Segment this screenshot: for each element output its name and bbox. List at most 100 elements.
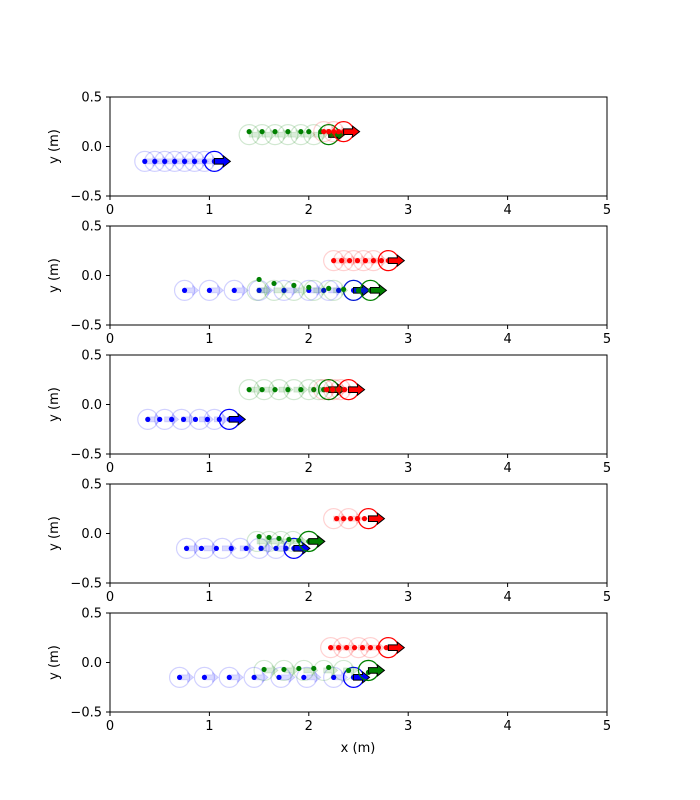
panels: 0 1 2 3 4 5 0.5 0.0 −0.5 y (m) 0 1 2 3 4 5 0.5 0.0 −0.5 y (… [47, 91, 611, 735]
x-tick-label: 3 [404, 203, 412, 218]
y-axis-label: y (m) [47, 129, 62, 164]
data-point [341, 387, 348, 393]
history-arrow [204, 542, 220, 555]
x-tick-label: 3 [404, 719, 412, 734]
series-green [238, 123, 346, 146]
x-tick-label: 5 [603, 590, 611, 605]
data-point [324, 387, 330, 393]
x-tick-label: 2 [305, 332, 313, 347]
x-tick-label: 2 [305, 203, 313, 218]
data-point [169, 416, 175, 422]
data-point [261, 666, 267, 673]
data-point [362, 258, 369, 264]
y-tick-label: 0.0 [81, 398, 102, 413]
data-point [367, 645, 374, 651]
data-point [272, 129, 278, 135]
x-tick-label: 2 [305, 719, 313, 734]
data-point [198, 545, 205, 551]
x-tick-label: 1 [205, 590, 213, 605]
history-circle [168, 666, 191, 688]
data-point [328, 645, 334, 651]
heading-arrow [353, 283, 371, 297]
history-circle [173, 279, 196, 301]
history-arrow [248, 383, 264, 396]
data-point [383, 645, 389, 651]
history-circle [238, 379, 260, 401]
data-point [351, 645, 358, 651]
history-circle [332, 659, 355, 682]
data-point [271, 280, 277, 287]
y-tick-label: −0.5 [70, 577, 102, 592]
heading-arrow [308, 534, 326, 548]
data-point [336, 645, 342, 651]
history-circle [258, 530, 280, 553]
series-red [323, 508, 386, 530]
panel-4: 0 1 2 3 4 5 0.5 0.0 −0.5 y (m) [47, 478, 611, 606]
history-arrow [256, 284, 272, 297]
y-tick-label: 0.5 [81, 349, 102, 364]
data-point [231, 287, 237, 293]
data-point [256, 276, 262, 283]
panel-1: 0 1 2 3 4 5 0.5 0.0 −0.5 y (m) [47, 91, 611, 219]
history-arrow [147, 413, 163, 426]
y-tick-label: 0.0 [81, 527, 102, 542]
data-point [191, 158, 198, 164]
data-point [291, 282, 297, 288]
y-axis-label: y (m) [47, 645, 62, 680]
data-point [176, 674, 183, 680]
x-tick-label: 0 [106, 203, 114, 218]
history-circle [198, 279, 220, 301]
data-point [192, 416, 199, 422]
history-circle [303, 279, 325, 301]
history-arrow [313, 284, 329, 297]
data-point [152, 158, 158, 164]
data-point [145, 416, 151, 422]
history-circle [282, 530, 304, 553]
x-tick-label: 4 [503, 590, 511, 605]
axes-frame [109, 354, 608, 455]
data-point [281, 287, 287, 293]
data-point [340, 516, 347, 522]
data-point [296, 665, 302, 672]
data-point [346, 258, 353, 264]
data-point [321, 287, 327, 293]
data-point [336, 129, 342, 135]
data-point [246, 387, 252, 393]
panel-2: 0 1 2 3 4 5 0.5 0.0 −0.5 y (m) [47, 220, 611, 348]
heading-arrow [367, 512, 386, 526]
history-arrow [273, 284, 289, 297]
y-axis-label: y (m) [47, 258, 62, 293]
data-point [343, 645, 350, 651]
history-circle [283, 379, 305, 401]
history-arrow [306, 671, 322, 684]
history-arrow [228, 671, 244, 684]
y-axis-label: y (m) [47, 516, 62, 551]
heading-arrow [387, 254, 406, 268]
history-circle [303, 124, 325, 146]
data-point [181, 287, 188, 293]
history-arrow [283, 664, 299, 677]
data-point [311, 665, 317, 672]
panel-3: 0 1 2 3 4 5 0.5 0.0 −0.5 y (m) [47, 349, 611, 477]
data-point [157, 416, 163, 422]
series-red [323, 249, 406, 272]
history-arrow [186, 542, 202, 555]
series-red [313, 378, 366, 401]
y-axis-label: y (m) [47, 387, 62, 422]
data-point [361, 516, 368, 522]
data-point [180, 416, 187, 422]
axes-frame [109, 225, 608, 326]
history-circle [218, 666, 240, 688]
x-tick-label: 1 [205, 461, 213, 476]
heading-arrow [387, 641, 406, 655]
x-tick-label: 4 [503, 461, 511, 476]
history-arrow [209, 284, 225, 297]
data-point [283, 545, 289, 551]
data-point [213, 545, 219, 551]
data-point [201, 674, 208, 680]
data-point [251, 674, 257, 680]
history-circle [253, 659, 275, 682]
data-point [354, 258, 361, 264]
data-point [281, 666, 287, 673]
